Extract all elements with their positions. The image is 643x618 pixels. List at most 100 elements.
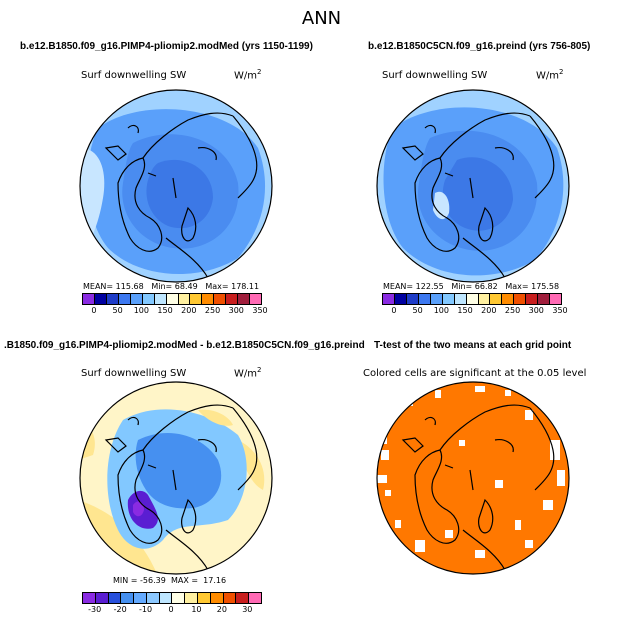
map-bottom-left [79,381,273,575]
colorbar-box [226,294,239,304]
colorbar-tick-label: 100 [433,306,449,315]
colorbar-box [238,294,251,304]
units-label-top-left: W/m2 [234,68,262,82]
colorbar-tick-label: 300 [228,306,244,315]
map-border [376,381,570,575]
coastlines [104,404,258,571]
map-bottom-right [376,381,570,575]
variable-label-top-right: Surf downwelling SW [382,70,488,81]
colorbar-box [490,294,503,304]
colorbar-box [418,294,431,304]
field-purple-core [133,501,144,517]
colorbar-tick-label: 250 [204,306,221,315]
colorbar-tick-label: -10 [139,605,153,614]
colorbar-box [249,593,261,603]
colorbar-box [94,294,107,304]
colorbar-ticks-bottom-left: -30 -20 -10 0 10 20 30 [82,605,260,615]
field-core [442,157,513,231]
colorbar-tick-label: 0 [391,306,397,315]
colorbar-box [454,294,467,304]
colorbar-tick-label: 0 [168,605,174,614]
colorbar-ticks-top-right: 0 50 100 150 200 250 300 350 [382,306,567,316]
colorbar-tick-label: 150 [457,306,473,315]
figure-title: ANN [301,8,342,29]
stats-top-left: MEAN= 115.68 Min= 68.49 Max= 178.11 [83,282,260,291]
map-border [79,381,273,575]
colorbar-tick-label: 30 [242,605,253,614]
colorbar-box [223,593,237,603]
panel-title-top-right: b.e12.B1850C5CN.f09_g16.preind (yrs 756-… [368,41,591,52]
colorbar-box [154,294,167,304]
map-border [376,89,570,283]
colorbar-tick-label: -20 [113,605,127,614]
field-darkblue [135,432,222,509]
significance-field [377,382,569,574]
colorbar-box [466,294,479,304]
colorbar-box [394,294,407,304]
colorbar-box [214,294,227,304]
significance-note: Colored cells are significant at the 0.0… [363,368,587,379]
colorbar-tick-label: 10 [191,605,202,614]
variable-label-bottom-left: Surf downwelling SW [81,368,187,379]
field-yellow-n [198,409,233,426]
field-core [146,159,213,229]
colorbar-tick-label: 100 [133,306,149,315]
variable-label-top-left: Surf downwelling SW [81,70,187,81]
colorbar-bottom-left [82,592,262,604]
colorbar-tick-label: 150 [157,306,173,315]
panel-title-top-left: b.e12.B1850.f09_g16.PIMP4-pliomip2.modMe… [20,41,313,52]
colorbar-box [406,294,419,304]
map-top-right [376,89,570,283]
colorbar-box [538,294,551,304]
coastlines [104,112,258,279]
colorbar-box [83,593,96,603]
colorbar-box [108,593,122,603]
field-ice [433,191,450,220]
colorbar-box [442,294,455,304]
colorbar-tick-label: 350 [552,306,568,315]
panel-title-bottom-right: T-test of the two means at each grid poi… [374,340,572,351]
colorbar-box [236,593,250,603]
colorbar-box [146,593,160,603]
colorbar-box [166,294,179,304]
units-label-top-right: W/m2 [536,68,564,82]
stats-bottom-left: MIN = -56.39 MAX = 17.16 [113,576,227,585]
colorbar-tick-label: 200 [481,306,497,315]
units-label-bottom-left: W/m2 [234,366,262,380]
colorbar-box [121,593,135,603]
colorbar-top-left [82,293,262,305]
colorbar-tick-label: -30 [88,605,102,614]
colorbar-box [185,593,199,603]
colorbar-tick-label: 200 [181,306,197,315]
colorbar-box [130,294,143,304]
colorbar-tick-label: 350 [252,306,268,315]
map-top-left [79,89,273,283]
colorbar-tick-label: 0 [91,306,97,315]
colorbar-box [478,294,491,304]
colorbar-box [178,294,191,304]
colorbar-box [550,294,562,304]
colorbar-box [190,294,203,304]
colorbar-box [210,593,224,603]
colorbar-box [159,593,173,603]
colorbar-tick-label: 300 [528,306,544,315]
colorbar-box [198,593,211,603]
colorbar-top-right [382,293,562,305]
colorbar-box [172,593,186,603]
map-border [79,89,273,283]
colorbar-ticks-top-left: 0 50 100 150 200 250 300 350 [82,306,267,316]
colorbar-box [142,294,155,304]
coastlines [401,404,555,571]
colorbar-box [202,294,215,304]
colorbar-box [95,593,109,603]
field-yellow-w [80,420,95,460]
colorbar-box [134,593,147,603]
colorbar-box [526,294,539,304]
stats-top-right: MEAN= 122.55 Min= 66.82 Max= 175.58 [383,282,560,291]
colorbar-box [250,294,262,304]
colorbar-box [514,294,527,304]
panel-title-bottom-left: .B1850.f09_g16.PIMP4-pliomip2.modMed - b… [4,340,365,351]
colorbar-tick-label: 50 [112,306,123,315]
colorbar-tick-label: 20 [216,605,227,614]
colorbar-box [430,294,443,304]
